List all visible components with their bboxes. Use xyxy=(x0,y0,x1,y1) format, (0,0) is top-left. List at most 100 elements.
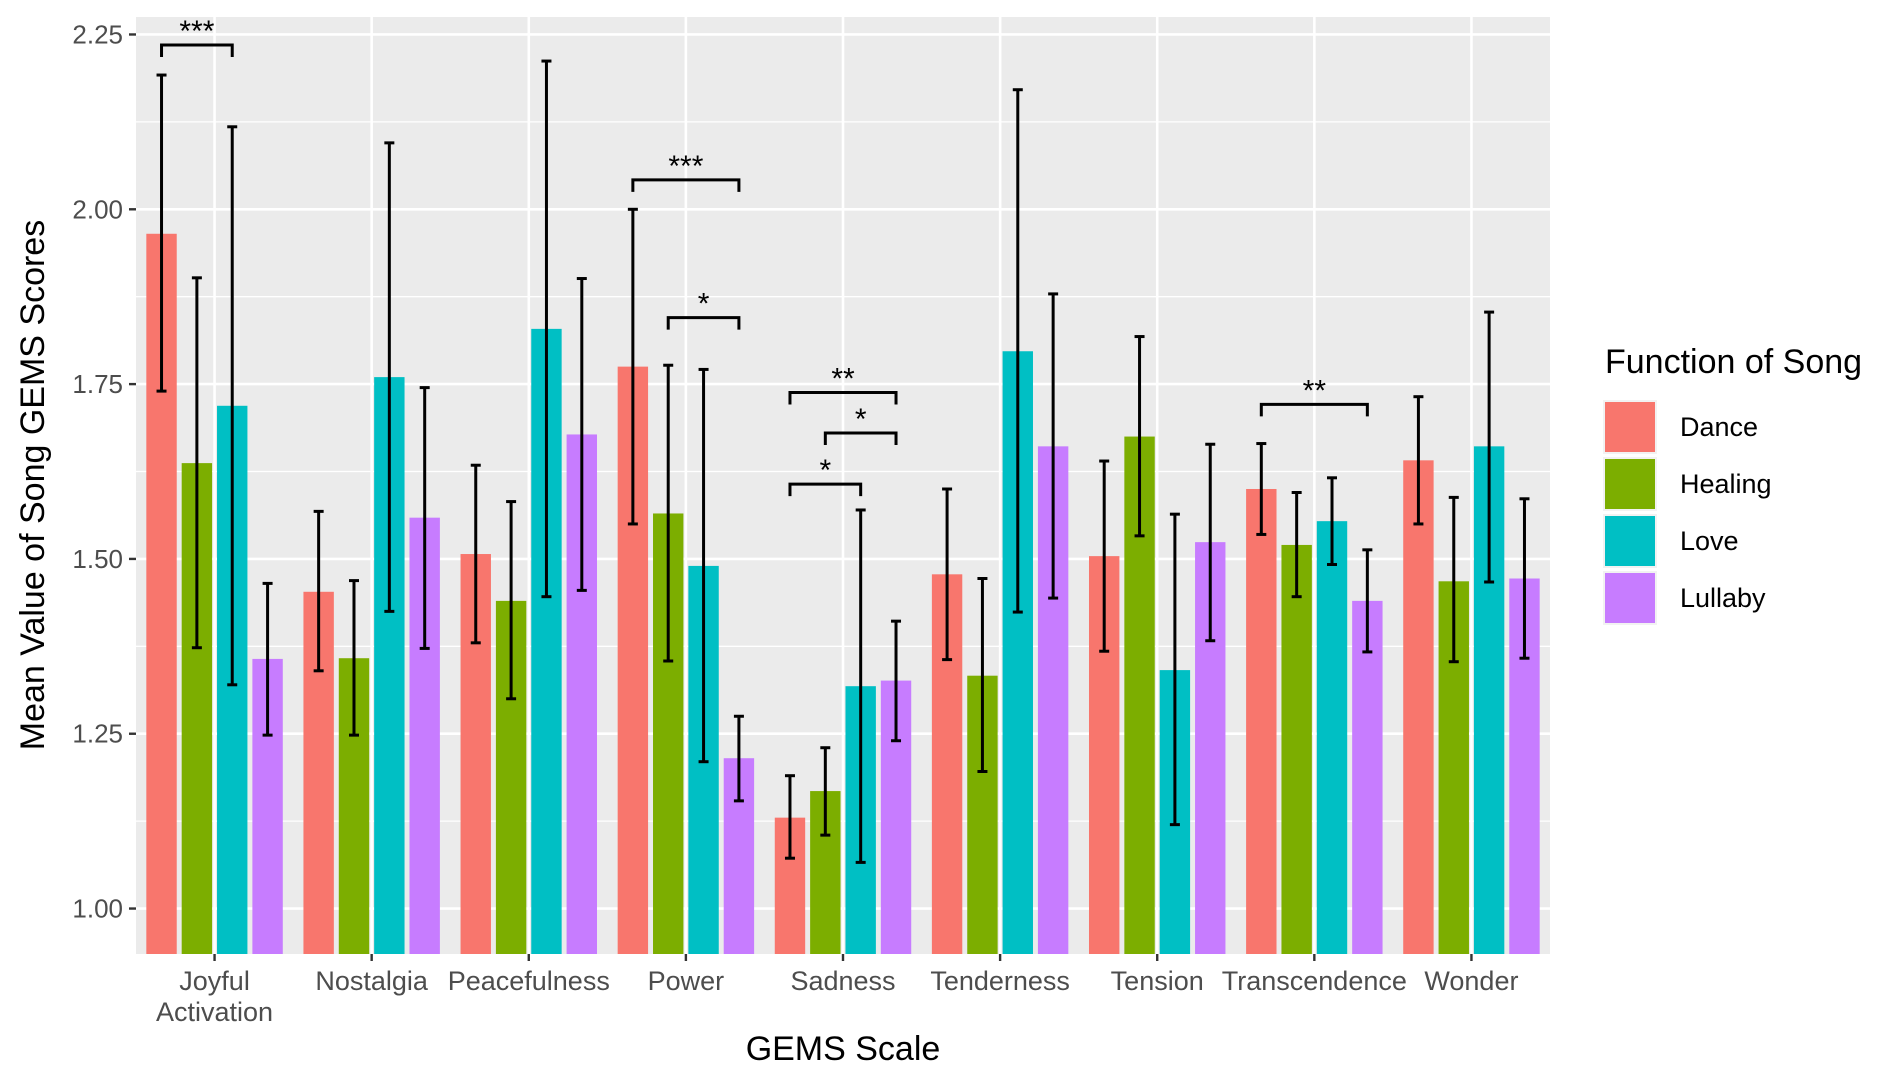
legend-key xyxy=(1605,516,1655,566)
bar-dance xyxy=(1246,488,1277,954)
error-bar xyxy=(784,774,795,860)
bracket-line xyxy=(1259,402,1369,417)
error-bar xyxy=(977,577,988,773)
significance-brackets: ************* xyxy=(160,15,1369,497)
error-bar xyxy=(470,463,481,645)
bar-love xyxy=(1316,521,1348,954)
significance-bracket: *** xyxy=(631,150,741,192)
error-bar xyxy=(942,487,953,662)
y-axis-title: Mean Value of Song GEMS Scores xyxy=(14,220,52,750)
legend-items: Dance Healing Love Lullaby xyxy=(1603,400,1772,625)
x-tick-label: Nostalgia xyxy=(315,966,429,996)
legend-item-healing: Healing xyxy=(1603,457,1772,511)
x-tick-label: Power xyxy=(648,966,725,996)
legend-title: Function of Song xyxy=(1605,343,1862,381)
error-bars xyxy=(156,59,1530,864)
legend: Function of Song Dance Healing Love Lullaby xyxy=(1603,343,1862,625)
x-tick-label: Transcendence xyxy=(1222,966,1407,996)
y-tick-label: 1.25 xyxy=(72,719,123,749)
legend-item-lullaby: Lullaby xyxy=(1603,571,1766,625)
significance-bracket: *** xyxy=(160,15,234,57)
x-tick-label: Activation xyxy=(156,997,273,1027)
bar-lullaby xyxy=(1352,600,1383,954)
significance-label: *** xyxy=(179,15,214,48)
error-bar xyxy=(191,276,202,650)
significance-label: * xyxy=(819,454,831,487)
error-bar xyxy=(733,714,744,803)
bracket-line xyxy=(666,316,741,330)
legend-label: Love xyxy=(1680,526,1739,556)
significance-bracket: * xyxy=(788,454,863,497)
error-bar xyxy=(1291,490,1302,599)
x-tick-label: Peacefulness xyxy=(448,966,610,996)
y-tick-label: 1.50 xyxy=(72,544,123,574)
x-tick-label: Wonder xyxy=(1424,966,1518,996)
error-bar xyxy=(1413,395,1424,526)
error-bar xyxy=(1484,310,1495,584)
y-tick-label: 1.00 xyxy=(72,894,123,924)
legend-key xyxy=(1605,459,1655,509)
significance-label: ** xyxy=(1303,374,1327,407)
bracket-line xyxy=(788,390,898,405)
y-tick-label: 1.75 xyxy=(72,369,123,399)
error-bar xyxy=(576,277,587,592)
x-tick-label: Sadness xyxy=(790,966,895,996)
bracket-line xyxy=(823,431,898,446)
error-bar xyxy=(313,509,324,673)
error-bar xyxy=(384,141,395,613)
legend-label: Healing xyxy=(1680,469,1772,499)
error-bar xyxy=(891,619,902,743)
error-bar xyxy=(1362,548,1373,654)
error-bar xyxy=(1048,292,1059,600)
error-bar xyxy=(1448,495,1459,664)
legend-key xyxy=(1605,402,1655,452)
bar-healing xyxy=(1281,544,1312,954)
error-bar xyxy=(1099,459,1110,653)
legend-label: Lullaby xyxy=(1680,583,1766,613)
significance-bracket: ** xyxy=(788,362,898,405)
legend-label: Dance xyxy=(1680,412,1758,442)
significance-label: *** xyxy=(668,150,703,183)
error-bar xyxy=(419,386,430,650)
significance-label: * xyxy=(698,288,710,321)
error-bar xyxy=(1012,88,1023,614)
y-tick-label: 2.00 xyxy=(72,194,123,224)
x-tick-label: Tenderness xyxy=(930,966,1070,996)
error-bar xyxy=(1327,476,1338,567)
error-bar xyxy=(156,73,167,393)
legend-key xyxy=(1605,573,1655,623)
x-tick-label: Joyful xyxy=(179,966,250,996)
bracket-line xyxy=(788,482,863,497)
significance-bracket: ** xyxy=(1259,374,1369,417)
error-bar xyxy=(1519,497,1530,660)
error-bar xyxy=(227,125,238,687)
error-bar xyxy=(506,500,517,701)
error-bar xyxy=(627,207,638,526)
significance-label: * xyxy=(855,403,867,436)
legend-item-love: Love xyxy=(1603,514,1739,568)
x-tick-label: Tension xyxy=(1111,966,1204,996)
error-bar xyxy=(820,746,831,837)
significance-label: ** xyxy=(831,362,855,395)
legend-item-dance: Dance xyxy=(1603,400,1758,454)
y-tick-label: 2.25 xyxy=(72,19,123,49)
error-bar xyxy=(541,59,552,599)
significance-bracket: * xyxy=(666,288,741,330)
significance-bracket: * xyxy=(823,403,898,446)
error-bar xyxy=(855,508,866,864)
bracket-line xyxy=(160,43,234,57)
error-bar xyxy=(698,367,709,764)
x-axis-title: GEMS Scale xyxy=(746,1030,941,1068)
error-bar xyxy=(348,579,359,737)
error-bar xyxy=(1256,442,1267,536)
y-axis: 1.00 1.25 1.50 1.75 2.00 2.25 xyxy=(72,19,136,924)
grid-lines xyxy=(136,17,1550,954)
error-bar xyxy=(1205,442,1216,643)
error-bar xyxy=(663,363,674,663)
bracket-line xyxy=(631,178,741,192)
error-bar xyxy=(1169,512,1180,827)
error-bar xyxy=(262,581,273,737)
